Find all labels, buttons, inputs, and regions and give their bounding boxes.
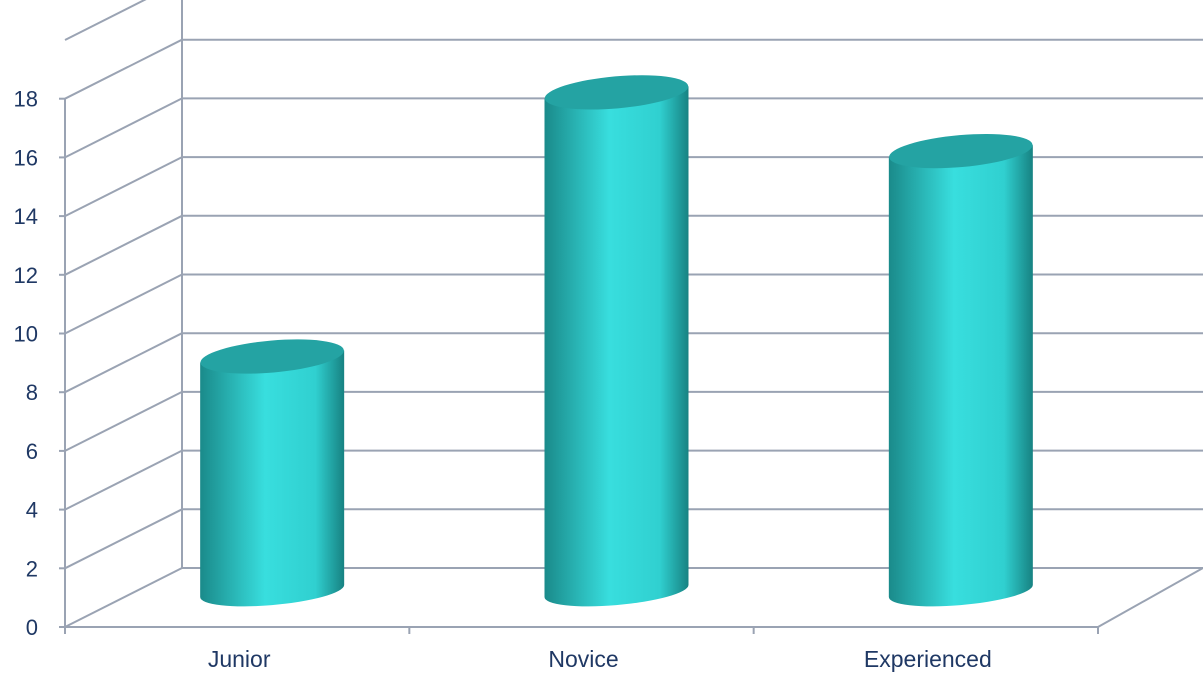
bar-body [200,350,345,607]
y-tick-label: 12 [14,263,38,288]
x-category-labels: Junior Novice Experienced [208,646,992,672]
side-gridline [64,449,183,511]
side-gridline [64,273,183,335]
y-tick-label: 4 [26,498,38,523]
side-gridline [64,0,147,41]
floor-right-edge [1097,567,1203,628]
side-gridline [64,97,183,159]
bar-novice [544,75,689,607]
side-gridline [64,567,183,628]
side-gridline [64,391,183,452]
side-gridline [64,156,183,217]
axes [59,97,1099,634]
bar-top [889,133,1033,169]
bars [200,75,1033,607]
x-category-label: Novice [548,646,618,672]
x-category-label: Experienced [864,646,992,672]
bar-experienced [888,133,1033,607]
y-tick-label: 2 [26,556,38,581]
y-tick-label: 10 [14,322,38,347]
y-tick-label: 8 [26,380,38,405]
side-gridline [64,38,183,100]
y-tick-label: 6 [26,439,38,464]
y-tick-label: 16 [14,145,38,170]
y-tick-label: 14 [14,204,38,229]
y-tick-labels: 0 2 4 6 8 10 12 14 16 18 [14,87,38,640]
y-tick-label: 0 [26,615,38,640]
side-gridline [64,508,183,570]
x-category-label: Junior [208,646,271,672]
bar-body [888,145,1033,607]
side-gridline [64,332,183,394]
side-gridline [64,214,183,276]
bar-top [544,75,689,110]
bar-junior [200,339,345,607]
bar-top [200,339,344,374]
y-tick-label: 18 [14,87,38,112]
bar-body [544,86,689,607]
